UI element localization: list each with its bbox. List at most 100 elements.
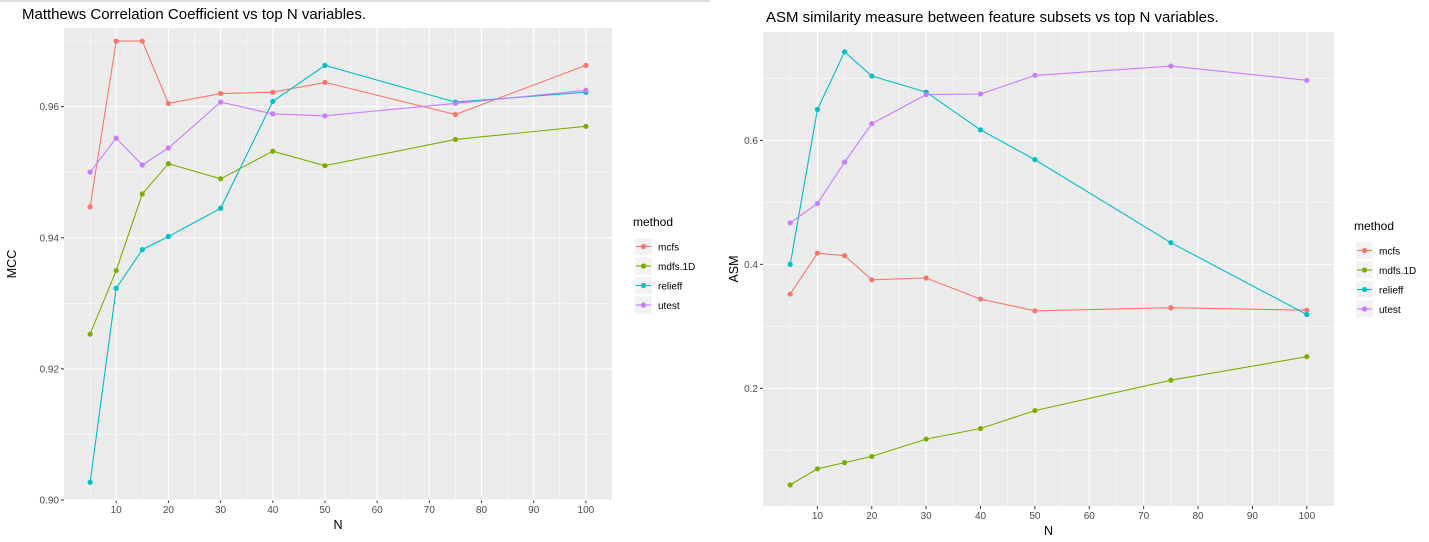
- data-point: [869, 453, 875, 460]
- series-mdfs-1D: [87, 123, 589, 337]
- y-tick-label: 0.92: [40, 364, 60, 375]
- legend-point: [1361, 306, 1368, 312]
- data-point: [841, 460, 848, 466]
- plot-panel: [64, 28, 612, 500]
- y-tick-label: 0.94: [40, 233, 60, 244]
- data-point: [1032, 72, 1038, 78]
- data-point: [977, 127, 984, 133]
- x-tick-label: 80: [476, 505, 488, 516]
- plot-panel: [763, 32, 1334, 506]
- data-point: [322, 113, 328, 119]
- x-tick-label: 50: [319, 505, 331, 516]
- data-point: [113, 135, 119, 141]
- data-point: [113, 267, 119, 274]
- data-point: [1304, 311, 1310, 318]
- legend-label-mcfs: mcfs: [658, 243, 679, 254]
- data-point: [977, 91, 984, 97]
- data-point: [1168, 305, 1174, 311]
- data-point: [841, 159, 848, 165]
- data-point: [787, 291, 793, 297]
- data-point: [217, 90, 224, 97]
- series-mdfs-1D: [787, 354, 1310, 488]
- data-point: [165, 100, 171, 106]
- legend: method mcfs mdfs.1D relieff utest: [633, 215, 695, 314]
- legend-point: [640, 282, 647, 289]
- legend-label-utest: utest: [1379, 305, 1401, 316]
- data-point: [270, 89, 276, 95]
- data-point: [1304, 354, 1310, 360]
- data-point: [583, 123, 589, 129]
- data-point: [869, 277, 875, 283]
- data-point: [165, 233, 171, 240]
- x-tick-label: 70: [424, 505, 436, 516]
- data-point: [139, 246, 145, 253]
- data-point: [270, 98, 276, 105]
- data-point: [270, 111, 276, 117]
- x-tick-label: 20: [866, 511, 878, 522]
- data-point: [452, 111, 459, 118]
- data-point: [165, 145, 171, 151]
- legend-point: [640, 243, 647, 250]
- series-mcfs: [787, 250, 1310, 314]
- data-point: [87, 331, 93, 337]
- data-point: [113, 38, 119, 44]
- legend-label-relieff: relieff: [1379, 286, 1403, 297]
- legend-title: method: [1354, 219, 1394, 233]
- x-tick-label: 90: [1247, 511, 1259, 522]
- legend-point: [1361, 267, 1368, 273]
- data-point: [1304, 307, 1310, 313]
- x-tick-label: 40: [975, 511, 987, 522]
- data-point: [977, 296, 984, 302]
- data-point: [1304, 77, 1310, 83]
- legend-title: method: [633, 215, 673, 229]
- x-tick-label: 20: [163, 505, 175, 516]
- data-point: [1032, 308, 1038, 314]
- y-tick-label: 0.2: [744, 384, 758, 395]
- data-point: [583, 87, 589, 93]
- y-tick-label: 0.4: [744, 260, 758, 271]
- series-mcfs: [87, 38, 589, 210]
- data-point: [814, 201, 820, 207]
- x-tick-label: 10: [812, 511, 824, 522]
- y-tick-label: 0.6: [744, 136, 758, 147]
- x-tick-label: 10: [111, 505, 123, 516]
- x-tick-label: 40: [267, 505, 279, 516]
- legend-point: [640, 263, 647, 269]
- data-point: [87, 169, 93, 175]
- x-tick-label: 90: [528, 505, 540, 516]
- data-point: [787, 220, 793, 226]
- data-point: [923, 275, 929, 281]
- x-tick-label: 100: [578, 505, 595, 516]
- series-utest: [787, 63, 1310, 226]
- legend-label-mcfs: mcfs: [1379, 247, 1400, 258]
- data-point: [583, 62, 589, 68]
- legend-label-relieff: relieff: [658, 282, 682, 293]
- data-point: [452, 100, 459, 106]
- data-point: [87, 204, 93, 210]
- data-point: [1032, 407, 1038, 414]
- data-point: [1168, 240, 1174, 246]
- data-point: [217, 99, 224, 105]
- data-point: [841, 49, 848, 55]
- x-tick-label: 50: [1029, 511, 1041, 522]
- chart-mcc: 10 20 30 40 50 60 70 80 90 100 0.90 0.92 0.94 0.96 Mat…: [5, 6, 695, 532]
- data-point: [322, 79, 328, 86]
- data-point: [139, 38, 145, 44]
- data-point: [787, 261, 793, 267]
- data-point: [814, 106, 820, 113]
- data-point: [113, 285, 119, 291]
- legend-label-mdfs-1D: mdfs.1D: [658, 262, 695, 273]
- top-border: [0, 0, 710, 2]
- chart-title: Matthews Correlation Coefficient vs top …: [22, 6, 366, 23]
- data-point: [1168, 377, 1174, 383]
- data-point: [322, 62, 328, 68]
- data-point: [923, 436, 929, 442]
- data-point: [814, 250, 820, 256]
- data-point: [165, 161, 171, 167]
- series-utest: [87, 87, 589, 175]
- data-point: [452, 136, 459, 143]
- x-tick-label: 60: [1084, 511, 1096, 522]
- data-point: [923, 91, 929, 98]
- data-point: [787, 482, 793, 488]
